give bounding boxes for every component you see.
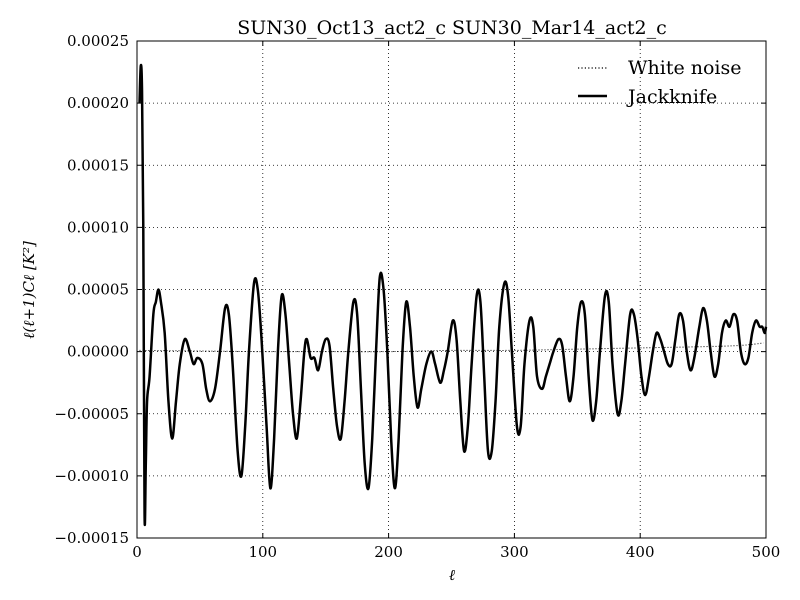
x-tick-label: 0 [132,543,142,561]
plot-lines [138,63,768,526]
series-line-jackknife [138,63,768,526]
legend-label-white-noise: White noise [628,57,742,79]
x-tick-label: 300 [500,543,529,561]
x-tick-label: 400 [626,543,655,561]
y-tick-label: 0.00020 [67,94,129,112]
x-axis-label: ℓ [449,566,455,584]
x-tick-label: 500 [752,543,781,561]
y-tick-label: 0.00015 [67,156,129,174]
y-tick-label: −0.00005 [54,405,129,423]
y-tick-label: 0.00005 [67,281,129,299]
legend-label-jackknife: Jackknife [626,86,717,108]
axis-ticks: 0 100 200 300 400 500 −0.00015 −0.00010 −0.00005… [54,32,780,561]
y-tick-label: −0.00015 [54,529,129,547]
y-tick-label: 0.00010 [67,218,129,236]
x-tick-label: 200 [374,543,403,561]
chart-title: SUN30_Oct13_act2_c SUN30_Mar14_act2_c [237,17,666,39]
x-tick-label: 100 [248,543,277,561]
y-tick-label: −0.00010 [54,467,129,485]
y-tick-label: 0.00025 [67,32,129,50]
y-axis-label: ℓ(ℓ+1)Cℓ [K²] [20,241,38,339]
y-tick-label: 0.00000 [67,343,129,361]
series-line-white-noise [139,342,764,353]
legend: White noise Jackknife [578,57,742,108]
